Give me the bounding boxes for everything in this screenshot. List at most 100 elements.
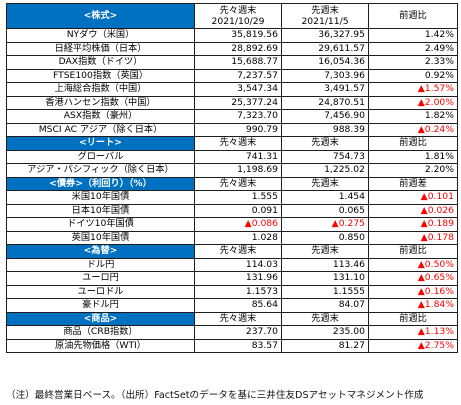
table-row: 商品（CRB指数） 237.70 235.00 ▲1.13%	[6, 325, 458, 340]
row-label: アジア・パシフィック（除く日本）	[6, 163, 195, 178]
row-label: 日本10年国債	[6, 203, 195, 218]
prior-week-value: 7,237.57	[194, 68, 282, 83]
prior-week-value: 1,198.69	[194, 163, 282, 178]
row-label: DAX指数（ドイツ）	[6, 55, 195, 70]
weekly-change: ▲0.24%	[368, 122, 458, 137]
prior-week-value: 15,688.77	[194, 55, 282, 70]
last-week-value: ▲0.275	[281, 217, 369, 232]
table-row: ASX指数（豪州） 7,323.70 7,456.90 1.82%	[6, 109, 458, 124]
table-row: グローバル 741.31 754.73 1.81%	[6, 149, 458, 164]
last-week-value: 754.73	[281, 149, 369, 164]
last-week-value: 16,054.36	[281, 55, 369, 70]
section-header-row: <債券>（利回り）（%） 先々週末 先週末 前週差	[6, 176, 458, 191]
last-week-value: 1.1555	[281, 284, 369, 299]
column-header: 先々週末	[194, 244, 282, 259]
footnote: （注）最終営業日ベース。（出所）FactSetのデータを基に三井住友DSアセット…	[6, 390, 424, 401]
column-header: 先週末 2021/11/5	[281, 3, 369, 29]
last-week-value: 84.07	[281, 298, 369, 313]
row-label: グローバル	[6, 149, 195, 164]
weekly-change: ▲0.50%	[368, 257, 458, 272]
table-row: アジア・パシフィック（除く日本） 1,198.69 1,225.02 2.20%	[6, 163, 458, 178]
weekly-change: ▲0.178	[368, 230, 458, 245]
table-row: 上海総合指数（中国） 3,547.34 3,491.57 ▲1.57%	[6, 82, 458, 97]
weekly-change: 1.82%	[368, 109, 458, 124]
table-row: ドル円 114.03 113.46 ▲0.50%	[6, 257, 458, 272]
weekly-change: ▲0.65%	[368, 271, 458, 286]
row-label: 商品（CRB指数）	[6, 325, 195, 340]
row-label: ユーロドル	[6, 284, 195, 299]
weekly-change: ▲0.101	[368, 190, 458, 205]
weekly-change: 2.20%	[368, 163, 458, 178]
row-label: ユーロ円	[6, 271, 195, 286]
table-row: 米国10年国債 1.555 1.454 ▲0.101	[6, 190, 458, 205]
table-row: MSCI AC アジア（除く日本） 990.79 988.39 ▲0.24%	[6, 122, 458, 137]
last-week-value: 7,456.90	[281, 109, 369, 124]
column-header: 前週比	[368, 311, 458, 326]
column-header: 先週末	[281, 244, 369, 259]
weekly-change: ▲0.026	[368, 203, 458, 218]
last-week-value: 36,327.95	[281, 28, 369, 43]
section-header-row: <為替> 先々週末 先週末 前週比	[6, 244, 458, 259]
section-title: <株式>	[6, 3, 195, 29]
table-body: <株式> 先々週末 2021/10/29 先週末 2021/11/5 前週比 NYダウ（…	[6, 3, 458, 353]
last-week-value: 988.39	[281, 122, 369, 137]
last-week-value: 24,870.51	[281, 95, 369, 110]
prior-week-value: 990.79	[194, 122, 282, 137]
weekly-change: ▲2.00%	[368, 95, 458, 110]
row-label: 原油先物価格（WTI）	[6, 338, 195, 353]
row-label: MSCI AC アジア（除く日本）	[6, 122, 195, 137]
prior-week-value: 28,892.69	[194, 41, 282, 56]
market-summary-table-container: <株式> 先々週末 2021/10/29 先週末 2021/11/5 前週比 NYダウ（…	[6, 3, 458, 353]
prior-week-value: 1.1573	[194, 284, 282, 299]
weekly-change: 2.49%	[368, 41, 458, 56]
prior-week-value: 83.57	[194, 338, 282, 353]
column-header: 先々週末 2021/10/29	[194, 3, 282, 29]
column-header: 前週比	[368, 244, 458, 259]
prior-week-value: 35,819.56	[194, 28, 282, 43]
prior-week-value: 7,323.70	[194, 109, 282, 124]
table-row: NYダウ（米国） 35,819.56 36,327.95 1.42%	[6, 28, 458, 43]
weekly-change: ▲0.189	[368, 217, 458, 232]
row-label: FTSE100指数（英国）	[6, 68, 195, 83]
row-label: ドイツ10年国債	[6, 217, 195, 232]
weekly-change: 0.92%	[368, 68, 458, 83]
column-header: 前週比	[368, 3, 458, 29]
prior-week-value: 1.028	[194, 230, 282, 245]
weekly-change: 1.81%	[368, 149, 458, 164]
row-label: 香港ハンセン指数（中国）	[6, 95, 195, 110]
section-title: <商品>	[6, 311, 195, 326]
section-header-row: <株式> 先々週末 2021/10/29 先週末 2021/11/5 前週比	[6, 3, 458, 29]
row-label: 上海総合指数（中国）	[6, 82, 195, 97]
column-header: 先々週末	[194, 176, 282, 191]
prior-week-value: 25,377.24	[194, 95, 282, 110]
column-header: 先週末	[281, 136, 369, 151]
weekly-change: 2.33%	[368, 55, 458, 70]
table-row: ドイツ10年国債 ▲0.086 ▲0.275 ▲0.189	[6, 217, 458, 232]
column-header: 先週末	[281, 176, 369, 191]
weekly-change: ▲1.57%	[368, 82, 458, 97]
prior-week-value: 237.70	[194, 325, 282, 340]
column-header: 先週末	[281, 311, 369, 326]
section-title: <為替>	[6, 244, 195, 259]
last-week-value: 131.10	[281, 271, 369, 286]
row-label: 豪ドル円	[6, 298, 195, 313]
last-week-value: 7,303.96	[281, 68, 369, 83]
last-week-value: 29,611.57	[281, 41, 369, 56]
weekly-change: ▲1.13%	[368, 325, 458, 340]
table-row: FTSE100指数（英国） 7,237.57 7,303.96 0.92%	[6, 68, 458, 83]
table-row: 英国10年国債 1.028 0.850 ▲0.178	[6, 230, 458, 245]
prior-week-value: 114.03	[194, 257, 282, 272]
last-week-value: 3,491.57	[281, 82, 369, 97]
prior-week-value: 0.091	[194, 203, 282, 218]
last-week-value: 1,225.02	[281, 163, 369, 178]
table-row: DAX指数（ドイツ） 15,688.77 16,054.36 2.33%	[6, 55, 458, 70]
row-label: ASX指数（豪州）	[6, 109, 195, 124]
section-header-row: <リート> 先々週末 先週末 前週比	[6, 136, 458, 151]
table-row: ユーロ円 131.96 131.10 ▲0.65%	[6, 271, 458, 286]
row-label: ドル円	[6, 257, 195, 272]
section-title: <債券>（利回り）（%）	[6, 176, 195, 191]
last-week-value: 81.27	[281, 338, 369, 353]
column-header: 先々週末	[194, 311, 282, 326]
table-row: 原油先物価格（WTI） 83.57 81.27 ▲2.75%	[6, 338, 458, 353]
table-row: 香港ハンセン指数（中国） 25,377.24 24,870.51 ▲2.00%	[6, 95, 458, 110]
